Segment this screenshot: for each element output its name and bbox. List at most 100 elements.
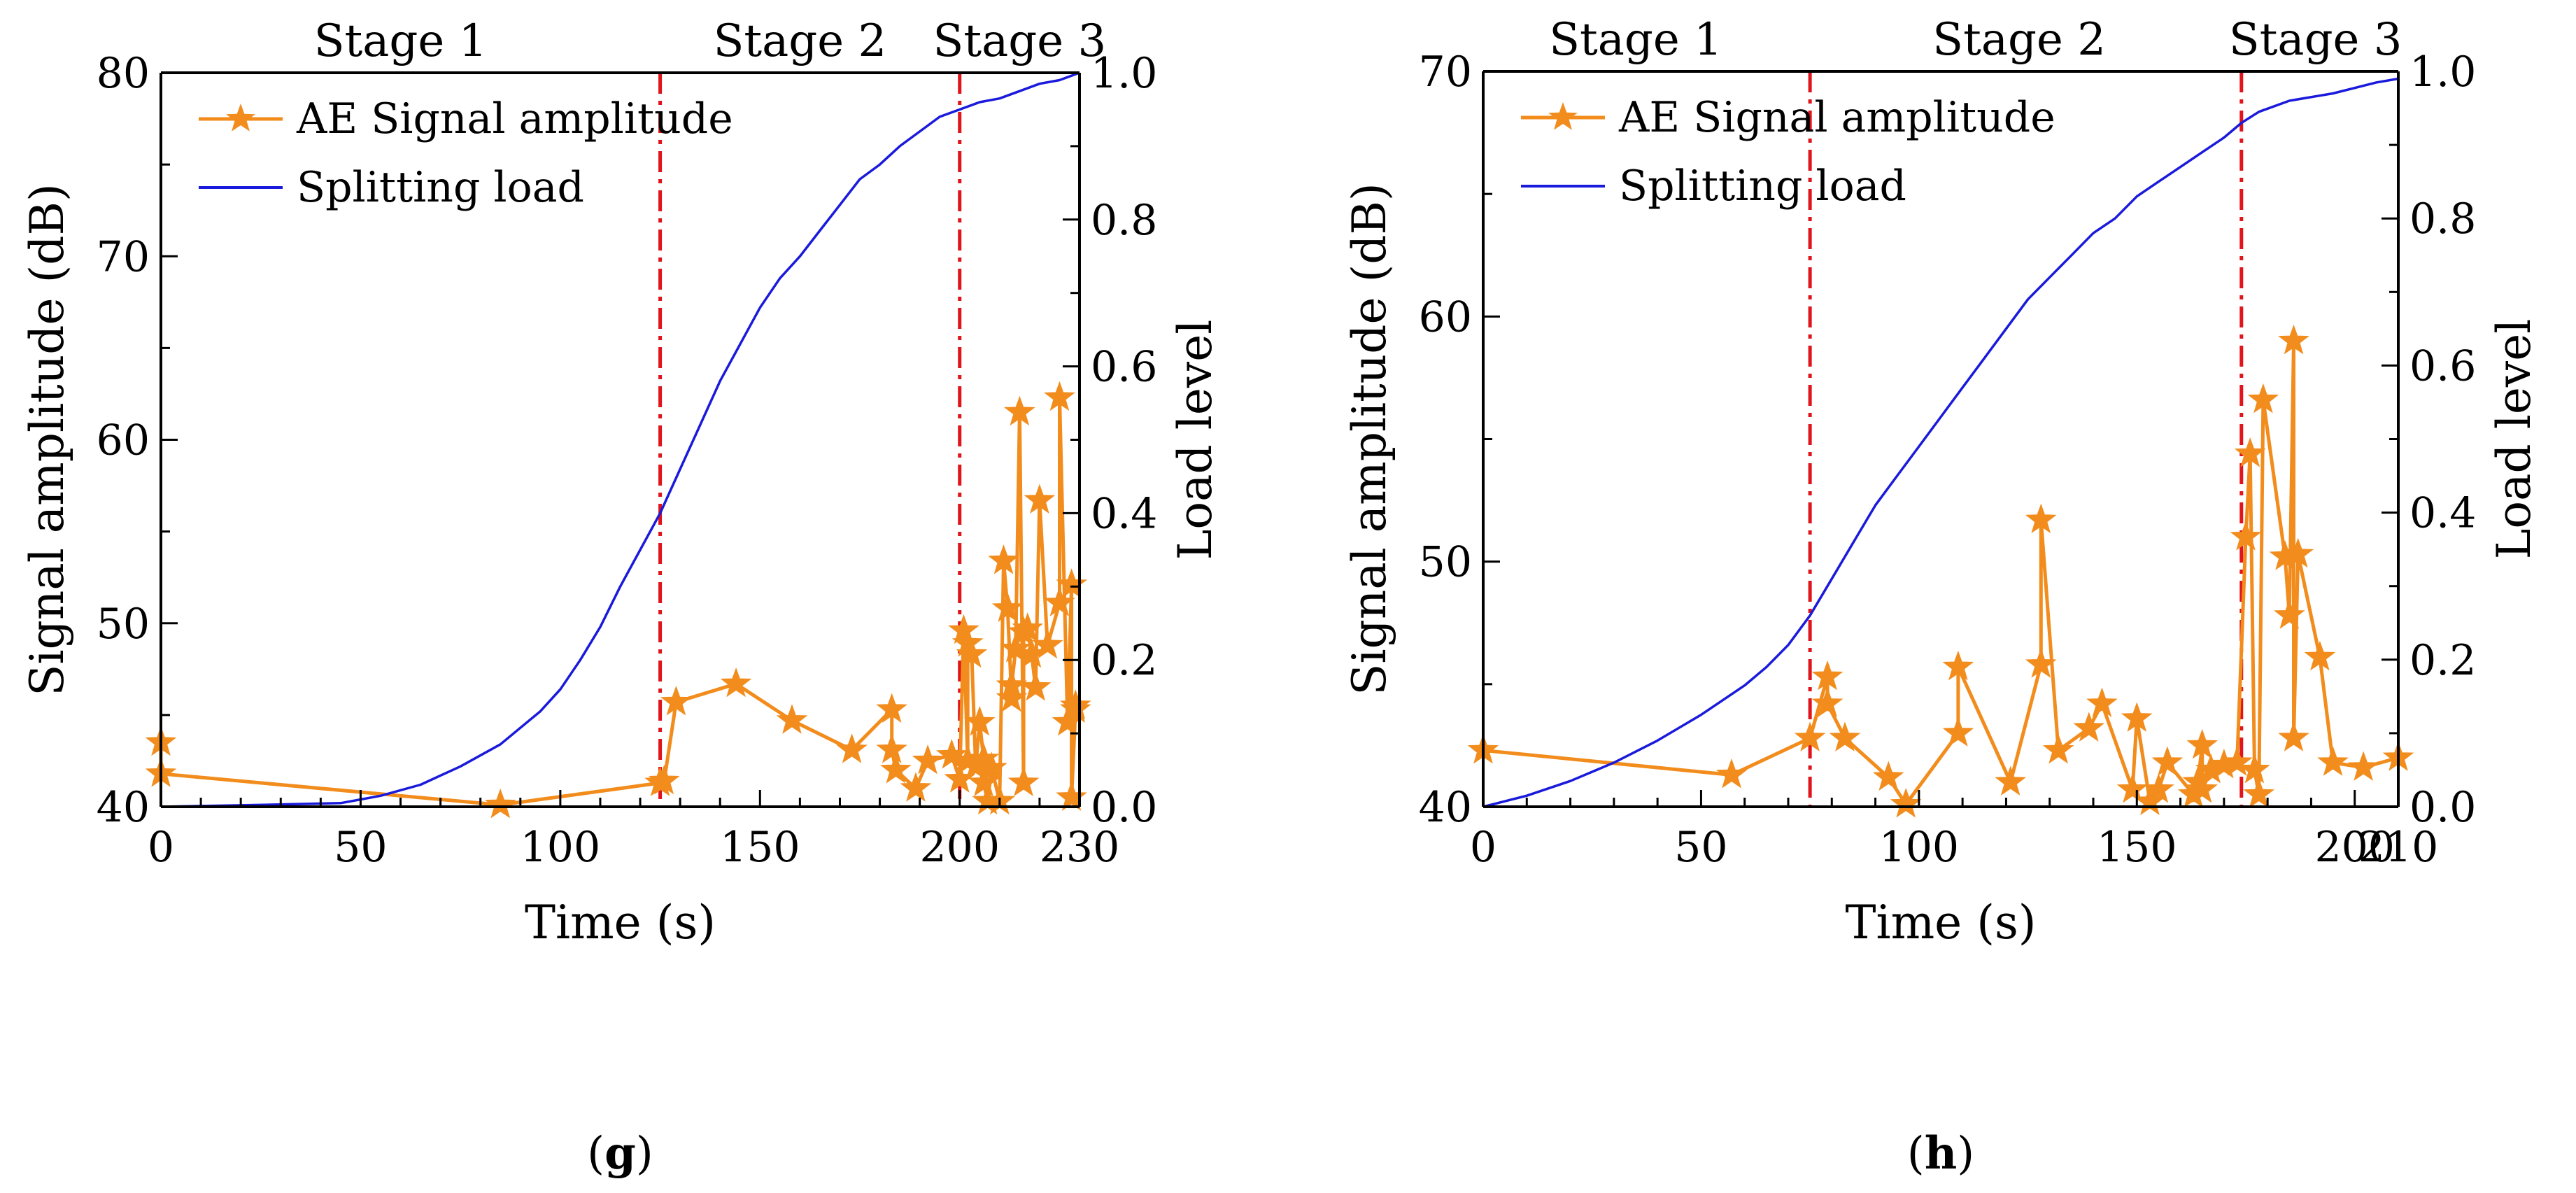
ae-point [2151, 746, 2184, 776]
x-tick-label: 100 [521, 823, 601, 872]
ae-point [2304, 640, 2336, 671]
stage-label-2: Stage 2 [1932, 14, 2106, 66]
ae-point [2221, 746, 2253, 776]
stage-label-3: Stage 3 [2229, 14, 2402, 66]
ae-point [1995, 765, 2027, 796]
ae-point [996, 682, 1028, 712]
x-tick-label: 100 [1879, 823, 1960, 872]
ae-point [720, 667, 752, 698]
panel-label: (g) [587, 1127, 653, 1180]
ae-line [1482, 339, 2399, 806]
ae-point [2282, 537, 2314, 568]
y-tick-label: 60 [97, 416, 150, 465]
x-tick-label: 150 [720, 823, 800, 872]
ae-point [2234, 437, 2266, 467]
ae-point [912, 744, 944, 775]
x-tick-label: 210 [2358, 823, 2439, 872]
y2-axis-label: Load level [2487, 319, 2541, 560]
ae-point [991, 592, 1024, 622]
ae-point [2230, 521, 2262, 551]
ae-point [1942, 650, 1974, 681]
ae-point [2143, 773, 2174, 803]
y2-tick-label: 0.0 [1091, 783, 1157, 832]
x-axis-label: Time (s) [1845, 896, 2036, 950]
ae-point [2025, 648, 2057, 678]
panel-label-open: ( [1907, 1128, 1925, 1180]
legend-ae-star [226, 104, 255, 132]
y2-axis-label: Load level [1168, 320, 1222, 560]
y2-tick-label: 0.4 [1091, 489, 1157, 538]
ae-point [876, 693, 907, 723]
ae-point [2186, 773, 2218, 803]
ae-point [1059, 689, 1091, 719]
ae-point [1000, 633, 1032, 663]
ae-point [2247, 383, 2279, 414]
ae-line [159, 395, 1077, 807]
legend-load-label: Splitting load [297, 163, 584, 212]
ae-point [1044, 586, 1075, 616]
panel-label-close: ) [1957, 1128, 1974, 1180]
ae-point [968, 766, 1000, 796]
load-line [160, 71, 1080, 808]
stage-label-1: Stage 1 [1549, 14, 1722, 66]
ae-point [660, 686, 692, 716]
legend-ae-label: AE Signal amplitude [1618, 93, 2055, 142]
x-tick-label: 50 [334, 823, 387, 872]
ae-point [1811, 660, 1843, 691]
ae-point [2042, 733, 2074, 764]
ae-point [2278, 721, 2309, 751]
ae-point [876, 733, 907, 763]
ae-point [2278, 324, 2309, 355]
legend: AE Signal amplitude Splitting load [199, 94, 733, 212]
legend-load-label: Splitting load [1619, 162, 1906, 211]
y2-tick-label: 0.2 [2409, 636, 2476, 685]
y-tick-label: 60 [1419, 292, 1472, 341]
ae-point [1031, 628, 1063, 659]
stage-label-1: Stage 1 [314, 15, 488, 67]
ae-point [1794, 721, 1826, 751]
load-line [1482, 77, 2399, 808]
x-tick-label: 0 [1470, 823, 1496, 872]
panel-label: (h) [1907, 1127, 1974, 1180]
ae-point [1019, 671, 1052, 701]
ae-point [1024, 483, 1056, 514]
ae-point [1890, 788, 1922, 818]
ae-point [996, 669, 1028, 699]
ae-point [2086, 687, 2118, 717]
y-tick-label: 50 [1419, 538, 1472, 587]
ae-point [2121, 702, 2153, 732]
legend-ae-label: AE Signal amplitude [296, 94, 733, 143]
ae-point [956, 637, 988, 668]
ae-point [2073, 712, 2105, 742]
ae-point [948, 614, 979, 644]
stage-label-2: Stage 2 [714, 15, 887, 67]
ae-point [1056, 781, 1087, 811]
x-tick-label: 230 [1040, 823, 1120, 872]
y2-tick-label: 0.6 [1091, 343, 1157, 392]
y-axis-label: Signal amplitude (dB) [1343, 183, 1396, 695]
ae-point [1715, 758, 1748, 789]
legend-ae-star [1548, 102, 1578, 130]
stage-label-3: Stage 3 [933, 15, 1107, 67]
ae-point [900, 772, 932, 802]
ae-point [963, 705, 996, 736]
ae-point [2025, 503, 2057, 534]
y2-tick-label: 0.6 [2409, 341, 2476, 390]
ae-point [880, 754, 912, 784]
y2-tick-label: 0.2 [1091, 636, 1157, 685]
ae-point [1811, 687, 1843, 717]
ae-point [484, 788, 516, 819]
ae-point [2186, 728, 2218, 759]
ae-point [1942, 716, 1974, 747]
y2-tick-label: 0.8 [1091, 196, 1157, 245]
y-axis-label: Signal amplitude (dB) [20, 183, 74, 696]
ae-point [935, 739, 968, 769]
ae-point [1044, 381, 1075, 411]
y2-tick-label: 1.0 [2409, 48, 2476, 97]
ae-point [2347, 751, 2379, 781]
ae-point [1007, 766, 1040, 796]
ae-point [2317, 746, 2349, 776]
ae-point [988, 544, 1019, 574]
ae-point [2243, 778, 2275, 808]
x-tick-label: 150 [2097, 823, 2177, 872]
